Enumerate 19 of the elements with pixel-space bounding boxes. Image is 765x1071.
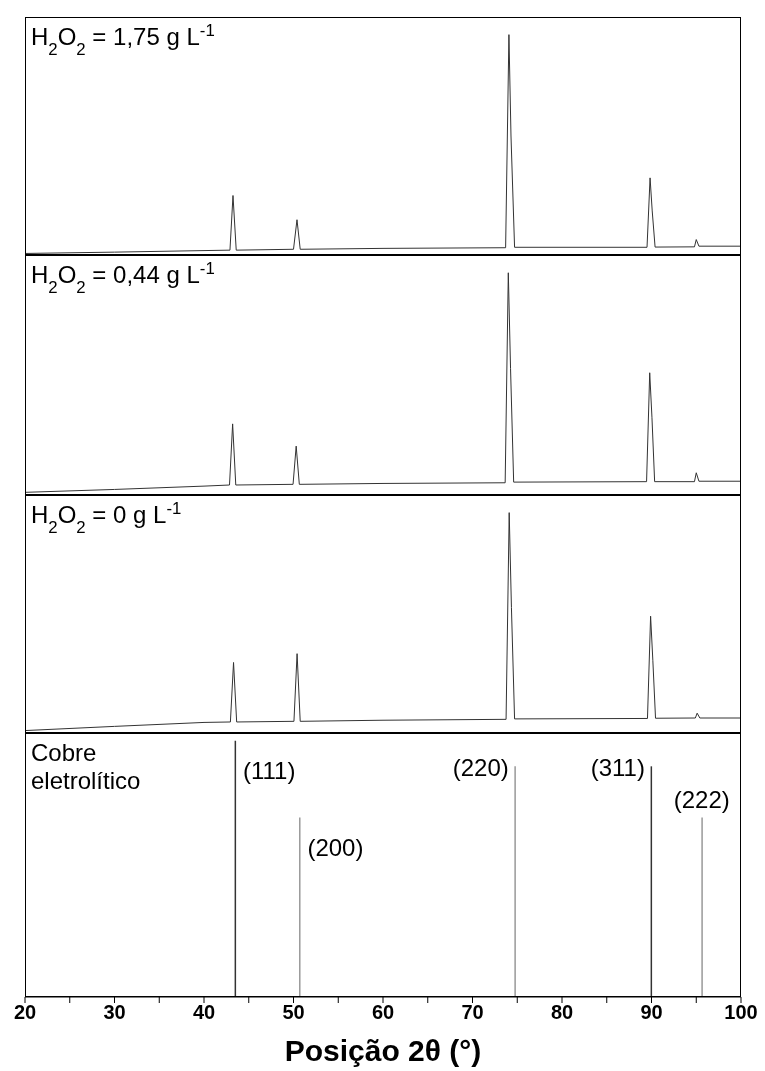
x-tick-label: 20 <box>13 1001 37 1024</box>
x-tick-label: 60 <box>371 1001 395 1024</box>
x-tick-label: 50 <box>282 1001 305 1024</box>
annotation: (222) <box>673 785 730 813</box>
annotation: (220) <box>452 754 509 782</box>
x-tick-label: 70 <box>461 1001 484 1024</box>
annotation: (311) <box>590 754 645 782</box>
text: Cobre eletrolítico <box>31 739 141 794</box>
chart-title: H$_{2}$O$_{2}$ = 1,75 g L$^{-1}$ <box>31 20 215 59</box>
x-tick-label: 80 <box>550 1001 574 1024</box>
chart-title: H$_{2}$O$_{2}$ = 0 g L$^{-1}$ <box>31 498 182 537</box>
x-axis-title: Posição 2θ (°) <box>284 1034 482 1067</box>
annotation: (111) <box>242 756 296 784</box>
chart-title: H$_{2}$O$_{2}$ = 0,44 g L$^{-1}$ <box>31 258 215 297</box>
x-tick-label: 30 <box>103 1001 126 1024</box>
x-tick-label: 40 <box>192 1001 216 1024</box>
x-tick-label: 90 <box>640 1001 663 1024</box>
x-tick-label: 100 <box>724 1001 758 1024</box>
annotation: (200) <box>307 833 364 861</box>
